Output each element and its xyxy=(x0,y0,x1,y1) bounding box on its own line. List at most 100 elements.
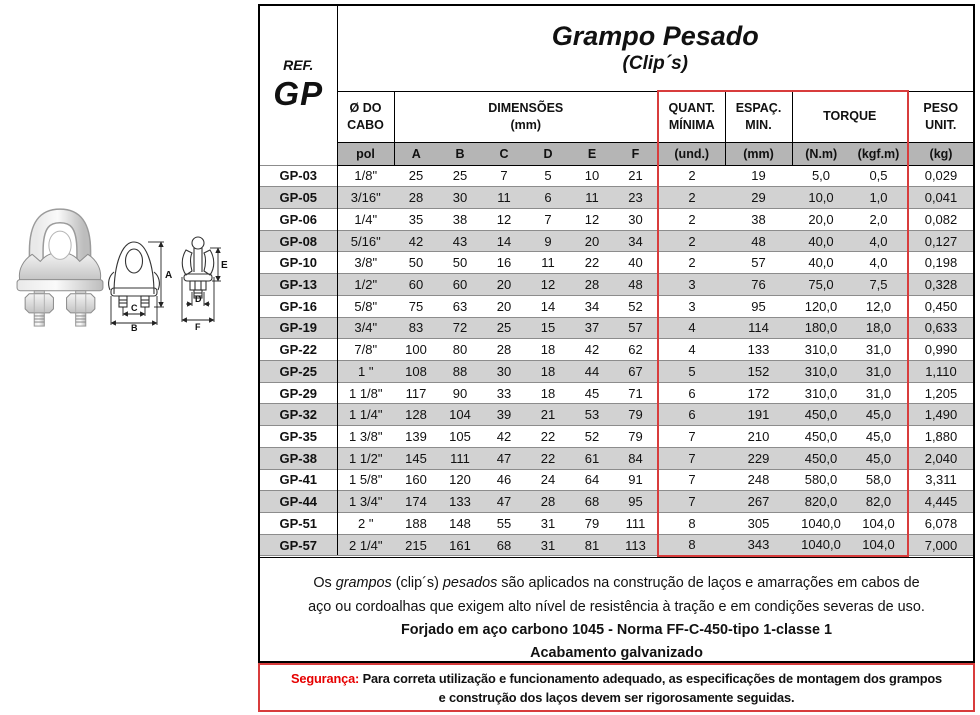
cell: 1 3/4" xyxy=(337,490,394,513)
cell: 90 xyxy=(438,381,482,404)
cell: 5 xyxy=(657,359,725,383)
row-ref: GP-16 xyxy=(260,294,338,318)
cell: 31,0 xyxy=(850,381,908,404)
cell: 34 xyxy=(614,229,658,252)
description-line-1: Os grampos (clip´s) pesados são aplicado… xyxy=(313,574,920,591)
ref-cell: REF. GP xyxy=(260,6,338,165)
dimension-drawings: A C B E D F xyxy=(102,230,230,333)
col-header-espac: ESPAÇ. MIN. xyxy=(724,90,793,143)
cell: 104,0 xyxy=(850,512,908,535)
cell: 0,328 xyxy=(907,273,973,296)
cell: 22 xyxy=(570,251,614,274)
subheader-kgfm: (kgf.m) xyxy=(850,141,908,166)
cell: 12,0 xyxy=(850,294,908,318)
row-ref: GP-05 xyxy=(260,186,338,209)
cell: 30 xyxy=(482,359,526,383)
description-line-2: aço ou cordoalhas que exigem alto nível … xyxy=(308,598,925,615)
cell: 46 xyxy=(482,468,526,491)
cell: 45 xyxy=(570,381,614,404)
cell: 42 xyxy=(570,338,614,361)
cell: 12 xyxy=(570,207,614,231)
spec-table-body: GP-03 1/8" 25 25 7 5 10 21 2 19 5,0 0,5 0,029 GP-05 3/… xyxy=(260,164,973,557)
cell: 20 xyxy=(570,229,614,252)
cell: 3/4" xyxy=(337,316,394,339)
cell: 1 " xyxy=(337,359,394,383)
cell: 68 xyxy=(570,490,614,513)
cell: 2 xyxy=(657,207,725,231)
table-row: GP-38 1 1/2" 145 111 47 22 61 84 7 229 450,0 45,0 2,… xyxy=(260,446,973,470)
cell: 7 xyxy=(657,446,725,470)
cell: 267 xyxy=(725,490,792,513)
cell: 450,0 xyxy=(792,403,850,426)
cell: 83 xyxy=(394,316,438,339)
cell: 95 xyxy=(725,294,792,318)
cell: 128 xyxy=(394,403,438,426)
page-subtitle: (Clip´s) xyxy=(622,53,688,75)
cell: 0,029 xyxy=(907,164,973,187)
cell: 10,0 xyxy=(792,186,850,209)
cell: 820,0 xyxy=(792,490,850,513)
row-ref: GP-32 xyxy=(260,403,338,426)
safety-line-2: e construção dos laços devem ser rigoros… xyxy=(438,689,795,705)
cell: 148 xyxy=(438,512,482,535)
cell: 28 xyxy=(394,186,438,209)
cell: 72 xyxy=(438,316,482,339)
cell: 57 xyxy=(614,316,658,339)
cell: 305 xyxy=(725,512,792,535)
cell: 20,0 xyxy=(792,207,850,231)
cell: 79 xyxy=(614,403,658,426)
row-ref: GP-06 xyxy=(260,207,338,231)
cell: 210 xyxy=(725,425,792,448)
cell: 2,0 xyxy=(850,207,908,231)
subheader-und: (und.) xyxy=(657,141,725,166)
cell: 57 xyxy=(725,251,792,274)
cell: 4,0 xyxy=(850,251,908,274)
cell: 12 xyxy=(526,273,570,296)
cell: 108 xyxy=(394,359,438,383)
cell: 248 xyxy=(725,468,792,491)
cell: 43 xyxy=(438,229,482,252)
cell: 52 xyxy=(570,425,614,448)
cell: 2 xyxy=(657,186,725,209)
col-header-quant: QUANT. MÍNIMA xyxy=(657,90,726,143)
cell: 6,078 xyxy=(907,512,973,535)
cell: 7 xyxy=(657,468,725,491)
table-row: GP-57 2 1/4" 215 161 68 31 81 113 8 343 1040,0 104,… xyxy=(260,533,973,557)
cell: 0,082 xyxy=(907,207,973,231)
table-row: GP-25 1 " 108 88 30 18 44 67 5 152 310,0 31,0 1,110 xyxy=(260,359,973,383)
cell: 21 xyxy=(614,164,658,187)
row-ref: GP-03 xyxy=(260,164,338,187)
cell: 21 xyxy=(526,403,570,426)
cell: 1 5/8" xyxy=(337,468,394,491)
cell: 152 xyxy=(725,359,792,383)
cell: 111 xyxy=(614,512,658,535)
cell: 6 xyxy=(657,403,725,426)
table-row: GP-19 3/4" 83 72 25 15 37 57 4 114 180,0 18,0 0,633 xyxy=(260,316,973,339)
subheader-c: C xyxy=(482,141,526,166)
cell: 53 xyxy=(570,403,614,426)
subheader-nm: (N.m) xyxy=(791,141,850,166)
cell: 161 xyxy=(438,533,482,557)
cell: 18 xyxy=(526,338,570,361)
cell: 113 xyxy=(614,533,658,557)
cell: 18 xyxy=(526,359,570,383)
cell: 25 xyxy=(482,316,526,339)
subheader-a: A xyxy=(394,141,438,166)
cell: 44 xyxy=(570,359,614,383)
spec-panel: REF. GP Grampo Pesado (Clip´s) Ø DO CABO… xyxy=(258,4,975,663)
cell: 28 xyxy=(482,338,526,361)
cell: 191 xyxy=(725,403,792,426)
cell: 229 xyxy=(725,446,792,470)
cell: 133 xyxy=(725,338,792,361)
cell: 111 xyxy=(438,446,482,470)
description-section: Os grampos (clip´s) pesados são aplicado… xyxy=(260,556,973,673)
cell: 31 xyxy=(526,512,570,535)
cell: 6 xyxy=(657,381,725,404)
cell: 3,311 xyxy=(907,468,973,491)
cell: 14 xyxy=(526,294,570,318)
row-ref: GP-44 xyxy=(260,490,338,513)
cell: 45,0 xyxy=(850,446,908,470)
table-row: GP-41 1 5/8" 160 120 46 24 64 91 7 248 580,0 58,0 3,… xyxy=(260,468,973,491)
subheader-b: B xyxy=(438,141,482,166)
cell: 30 xyxy=(438,186,482,209)
